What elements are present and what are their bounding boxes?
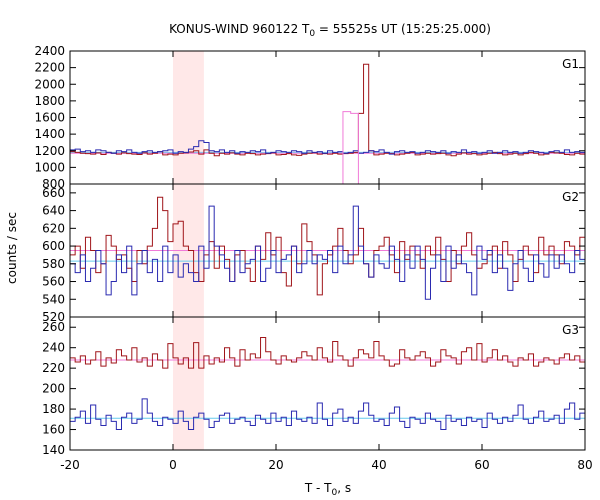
- panel-2-ytick-label: 660: [42, 186, 65, 200]
- x-tick-label: 40: [371, 458, 386, 472]
- x-tick-label: 0: [169, 458, 177, 472]
- panel-1-frame: [69, 50, 586, 185]
- panel-1-series-pink: [342, 111, 359, 184]
- panel-3-series-red: [70, 336, 585, 450]
- panel-2-ytick-label: 640: [42, 204, 65, 218]
- x-axis-label-prefix: T - T: [304, 481, 332, 495]
- panel-1-ytick-label: 1200: [34, 144, 65, 158]
- panel-1-ytick-label: 1800: [34, 94, 65, 108]
- x-tick-label: 80: [577, 458, 592, 472]
- x-tick-label: 60: [474, 458, 489, 472]
- panel-2-ytick-label: 600: [42, 239, 65, 253]
- panel-1-ytick-label: 2400: [34, 44, 65, 58]
- panel-1-label: G1: [562, 57, 579, 71]
- chart-title: KONUS-WIND 960122 T0 = 55525s UT (15:25:…: [169, 22, 491, 39]
- panel-2-ytick-label: 580: [42, 257, 65, 271]
- panel-3-label: G3: [562, 323, 579, 337]
- panel-1-ytick-label: 1600: [34, 111, 65, 125]
- x-axis-label-suffix: , s: [337, 481, 351, 495]
- x-axis-label-subscript: 0: [332, 488, 338, 498]
- panel-2-ytick-label: 560: [42, 275, 65, 289]
- panel-2-ytick-label: 520: [42, 310, 65, 324]
- panel-2-ytick-label: 540: [42, 292, 65, 306]
- panel-3-series-blue: [70, 398, 585, 450]
- plot-area: 80010001200140016001800200022002400G1520…: [34, 44, 592, 472]
- panel-3-ytick-label: 220: [42, 361, 65, 375]
- panel-1-series-red: [70, 63, 585, 184]
- panel-2-label: G2: [562, 190, 579, 204]
- x-axis-label: T - T0, s: [304, 481, 351, 498]
- chart-title-prefix: KONUS-WIND 960122 T: [169, 22, 310, 36]
- panel-1-ytick-label: 2200: [34, 61, 65, 75]
- chart-title-subscript: 0: [309, 29, 315, 39]
- panel-1-ytick-label: 1400: [34, 127, 65, 141]
- panel-3-ytick-label: 260: [42, 320, 65, 334]
- panel-3-ytick-label: 140: [42, 443, 65, 457]
- panel-1-series-blue: [70, 140, 585, 184]
- panel-2-ytick-label: 620: [42, 221, 65, 235]
- x-tick-label: 20: [268, 458, 283, 472]
- chart-title-suffix: = 55525s UT (15:25:25.000): [315, 22, 491, 36]
- panel-2-series-blue: [70, 205, 585, 317]
- panel-3-ytick-label: 240: [42, 341, 65, 355]
- panel-1-ytick-label: 1000: [34, 160, 65, 174]
- x-tick-label: -20: [60, 458, 80, 472]
- panel-3-frame: [69, 316, 586, 451]
- panel-1-ytick-label: 800: [42, 177, 65, 191]
- panel-3-ytick-label: 160: [42, 423, 65, 437]
- panel-3-ytick-label: 200: [42, 382, 65, 396]
- y-axis-label: counts / sec: [5, 212, 19, 284]
- panel-1-ytick-label: 2000: [34, 77, 65, 91]
- panel-3-ytick-label: 180: [42, 402, 65, 416]
